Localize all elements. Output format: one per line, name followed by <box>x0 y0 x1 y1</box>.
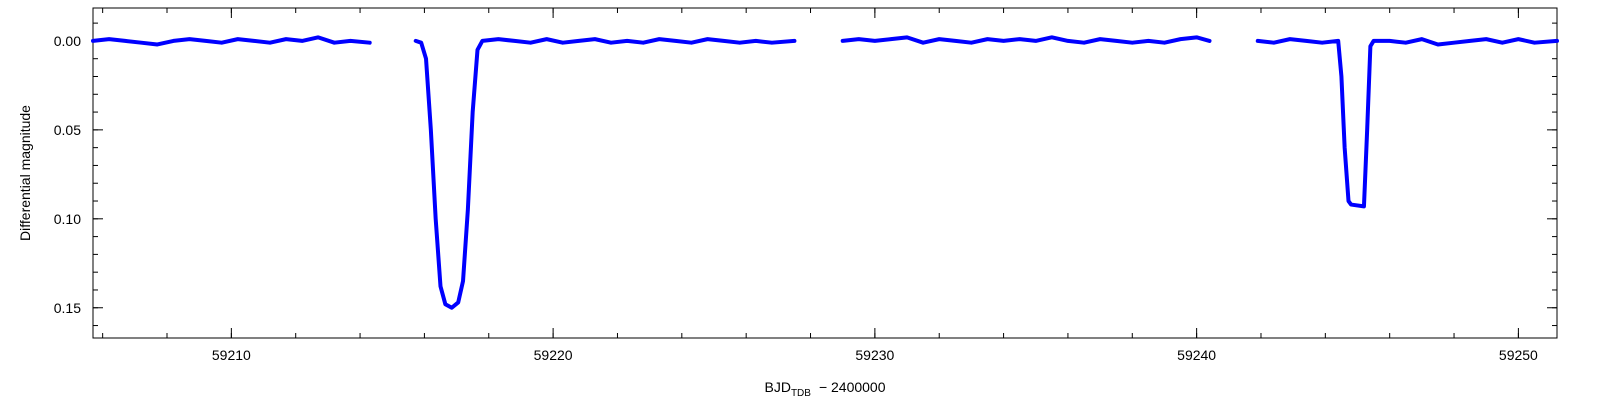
y-axis-label: Differential magnitude <box>17 105 33 241</box>
x-tick-label: 59210 <box>212 347 251 363</box>
x-axis-label: BJDTDB − 2400000 <box>764 379 885 399</box>
x-tick-label: 59230 <box>855 347 894 363</box>
y-tick-label: 0.10 <box>54 211 81 227</box>
y-tick-label: 0.15 <box>54 300 81 316</box>
x-tick-label: 59220 <box>534 347 573 363</box>
light-curve <box>91 35 1559 310</box>
x-label-main: BJD <box>764 379 790 395</box>
x-label-sub: TDB <box>791 388 811 399</box>
x-label-suffix: − 2400000 <box>819 379 886 395</box>
plot-frame <box>92 7 1558 339</box>
x-tick-label: 59250 <box>1499 347 1538 363</box>
y-tick-label: 0.05 <box>54 122 81 138</box>
y-tick-label: 0.00 <box>54 33 81 49</box>
x-tick-label: 59240 <box>1177 347 1216 363</box>
